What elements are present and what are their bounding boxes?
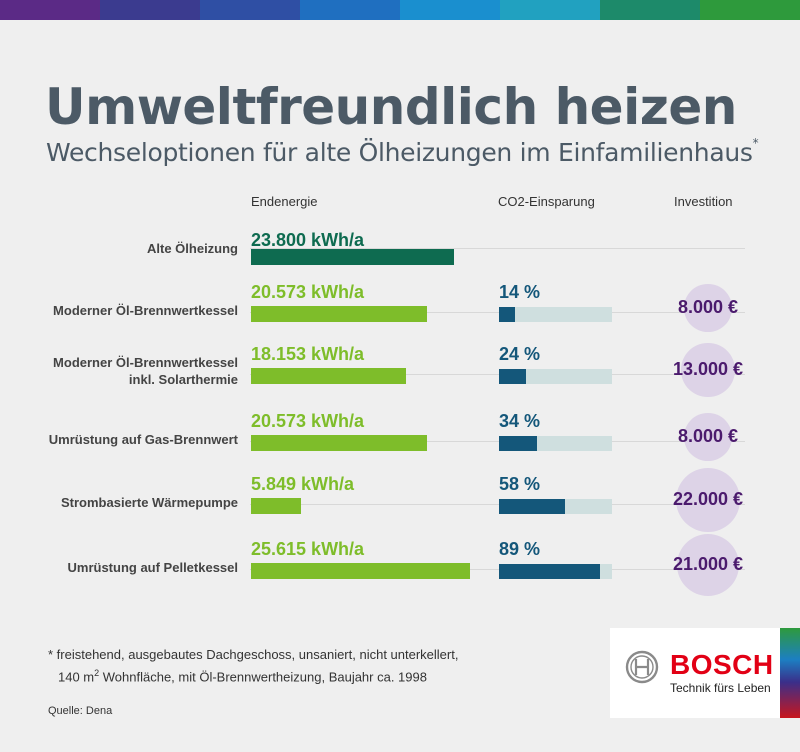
co2-bar <box>499 499 565 514</box>
co2-bar <box>499 436 537 451</box>
source-note: Quelle: Dena <box>48 705 113 717</box>
footnote-superscript: 2 <box>94 668 100 678</box>
energy-value-label: 20.573 kWh/a <box>251 282 365 302</box>
row-label-line: Moderner Öl-Brennwertkessel <box>53 303 238 318</box>
footnote: * freistehend, ausgebautes Dachgeschoss,… <box>48 646 458 686</box>
investment-value-label: 8.000 € <box>677 426 739 446</box>
stripe-segment <box>200 0 300 20</box>
investment-circle <box>681 343 735 397</box>
chart-row: Moderner Öl-Brennwertkessel 20.573 kWh/a 1… <box>0 282 800 358</box>
footnote-line-1: * freistehend, ausgebautes Dachgeschoss,… <box>48 647 459 662</box>
chart-row: Alte Ölheizung 23.800 kWh/a <box>0 230 800 306</box>
bosch-wordmark: BOSCH <box>670 649 774 680</box>
row-label: Moderner Öl-Brennwertkessel inkl. Solarth… <box>53 354 238 388</box>
logo-color-strip <box>780 628 800 718</box>
chart-row: Umrüstung auf Gas-Brennwert 20.573 kWh/a 3… <box>0 411 800 487</box>
investment-circle <box>684 413 732 461</box>
row-label: Umrüstung auf Pelletkessel <box>68 559 239 576</box>
footnote-line-2: 140 m2 Wohnfläche, mit Öl-Brennwertheizu… <box>48 664 458 686</box>
row-guide-line <box>250 504 745 505</box>
stripe-segment <box>600 0 700 20</box>
energy-value-label: 5.849 kWh/a <box>251 474 355 494</box>
stripe-segment <box>300 0 400 20</box>
subtitle-text: Wechseloptionen für alte Ölheizungen im … <box>46 138 753 167</box>
color-stripe <box>0 0 800 20</box>
column-header-investment: Investition <box>674 194 733 209</box>
co2-bar <box>499 564 600 579</box>
row-label-line: Umrüstung auf Pelletkessel <box>67 560 239 575</box>
co2-bar-track <box>499 499 612 514</box>
co2-bar <box>499 369 526 384</box>
investment-circle <box>676 533 740 597</box>
stripe-segment <box>700 0 800 20</box>
energy-bar <box>251 249 454 265</box>
row-label-line: Strombasierte Wärmepumpe <box>61 495 238 510</box>
column-header-energy: Endenergie <box>251 194 318 209</box>
stripe-segment <box>500 0 600 20</box>
row-label-line: Alte Ölheizung <box>147 241 238 256</box>
energy-value-label: 20.573 kWh/a <box>251 411 365 431</box>
investment-value-label: 21.000 € <box>672 554 744 574</box>
page-subtitle: Wechseloptionen für alte Ölheizungen im … <box>46 136 759 167</box>
column-header-co2: CO2-Einsparung <box>498 194 595 209</box>
co2-value-label: 14 % <box>499 282 541 302</box>
row-guide-line <box>250 312 745 313</box>
row-label: Strombasierte Wärmepumpe <box>61 494 238 511</box>
investment-value-label: 13.000 € <box>672 359 744 379</box>
bosch-tagline: Technik fürs Leben <box>670 681 771 695</box>
co2-value-label: 24 % <box>499 344 541 364</box>
stripe-segment <box>400 0 500 20</box>
energy-value-label: 23.800 kWh/a <box>251 230 365 250</box>
chart-row: Strombasierte Wärmepumpe 5.849 kWh/a 58 % 2… <box>0 468 800 550</box>
row-guide-line <box>250 441 745 442</box>
investment-circle <box>676 468 740 532</box>
energy-bar <box>251 435 427 451</box>
co2-bar-track <box>499 307 612 322</box>
energy-value-label: 25.615 kWh/a <box>251 539 365 559</box>
co2-value-label: 89 % <box>499 539 541 559</box>
energy-bar <box>251 498 301 514</box>
row-label: Umrüstung auf Gas-Brennwert <box>49 431 238 448</box>
footnote-rest: Wohnfläche, mit Öl-Brennwertheizung, Bau… <box>99 669 427 685</box>
row-label-line: Umrüstung auf Gas-Brennwert <box>48 432 238 447</box>
stripe-segment <box>0 0 100 20</box>
stripe-segment <box>100 0 200 20</box>
row-label-line: inkl. Solarthermie <box>128 372 238 387</box>
investment-circle <box>684 284 732 332</box>
row-guide-line <box>250 374 745 375</box>
co2-value-label: 58 % <box>499 474 541 494</box>
bosch-armature-icon <box>625 650 659 684</box>
energy-bar <box>251 306 427 322</box>
chart-row: Moderner Öl-Brennwertkessel inkl. Solarth… <box>0 343 800 420</box>
row-guide-line <box>250 248 745 249</box>
investment-value-label: 22.000 € <box>672 489 744 509</box>
page-title: Umweltfreundlich heizen <box>45 78 737 136</box>
subtitle-footnote-mark: * <box>752 136 759 150</box>
row-label: Alte Ölheizung <box>147 240 238 257</box>
footnote-area: 140 m <box>58 669 95 685</box>
energy-bar <box>251 368 406 384</box>
chart-row: Umrüstung auf Pelletkessel 25.615 kWh/a 89… <box>0 533 800 615</box>
investment-value-label: 8.000 € <box>677 297 739 317</box>
co2-value-label: 34 % <box>499 411 541 431</box>
row-label: Moderner Öl-Brennwertkessel <box>53 302 238 319</box>
energy-bar <box>251 563 470 579</box>
row-guide-line <box>250 569 745 570</box>
co2-bar-track <box>499 369 612 384</box>
row-label-line: Moderner Öl-Brennwertkessel <box>53 355 238 370</box>
co2-bar-track <box>499 436 612 451</box>
co2-bar-track <box>499 564 612 579</box>
bosch-logo-panel <box>610 628 780 718</box>
energy-value-label: 18.153 kWh/a <box>251 344 365 364</box>
co2-bar <box>499 307 515 322</box>
